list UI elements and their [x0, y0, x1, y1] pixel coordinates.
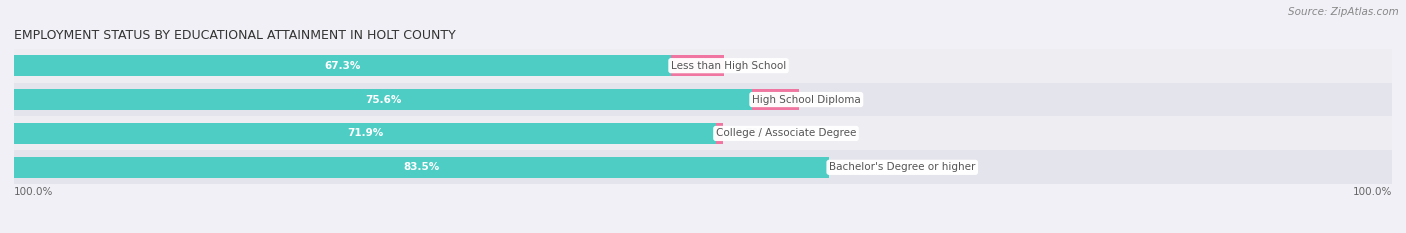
Text: 4.8%: 4.8% [810, 95, 839, 105]
Bar [14, 150, 1392, 184]
Text: EMPLOYMENT STATUS BY EDUCATIONAL ATTAINMENT IN HOLT COUNTY: EMPLOYMENT STATUS BY EDUCATIONAL ATTAINM… [14, 29, 456, 42]
Bar [671, 55, 724, 76]
Text: 0.0%: 0.0% [841, 162, 869, 172]
Text: 83.5%: 83.5% [404, 162, 440, 172]
Text: Bachelor's Degree or higher: Bachelor's Degree or higher [830, 162, 976, 172]
Text: Source: ZipAtlas.com: Source: ZipAtlas.com [1288, 7, 1399, 17]
Text: 5.4%: 5.4% [735, 61, 765, 71]
Text: Less than High School: Less than High School [671, 61, 786, 71]
Text: 75.6%: 75.6% [364, 95, 401, 105]
Bar [716, 123, 723, 144]
Text: 100.0%: 100.0% [1353, 187, 1392, 197]
Bar [14, 123, 716, 144]
Text: High School Diploma: High School Diploma [752, 95, 860, 105]
Text: 71.9%: 71.9% [347, 128, 382, 138]
Bar [752, 89, 799, 110]
Bar [14, 116, 1392, 150]
Bar [14, 157, 830, 178]
Text: 0.7%: 0.7% [734, 128, 763, 138]
Bar [14, 49, 1392, 83]
Text: 100.0%: 100.0% [14, 187, 53, 197]
Text: College / Associate Degree: College / Associate Degree [716, 128, 856, 138]
Bar [14, 55, 671, 76]
Bar [14, 89, 752, 110]
Text: 67.3%: 67.3% [325, 61, 361, 71]
Bar [14, 83, 1392, 116]
